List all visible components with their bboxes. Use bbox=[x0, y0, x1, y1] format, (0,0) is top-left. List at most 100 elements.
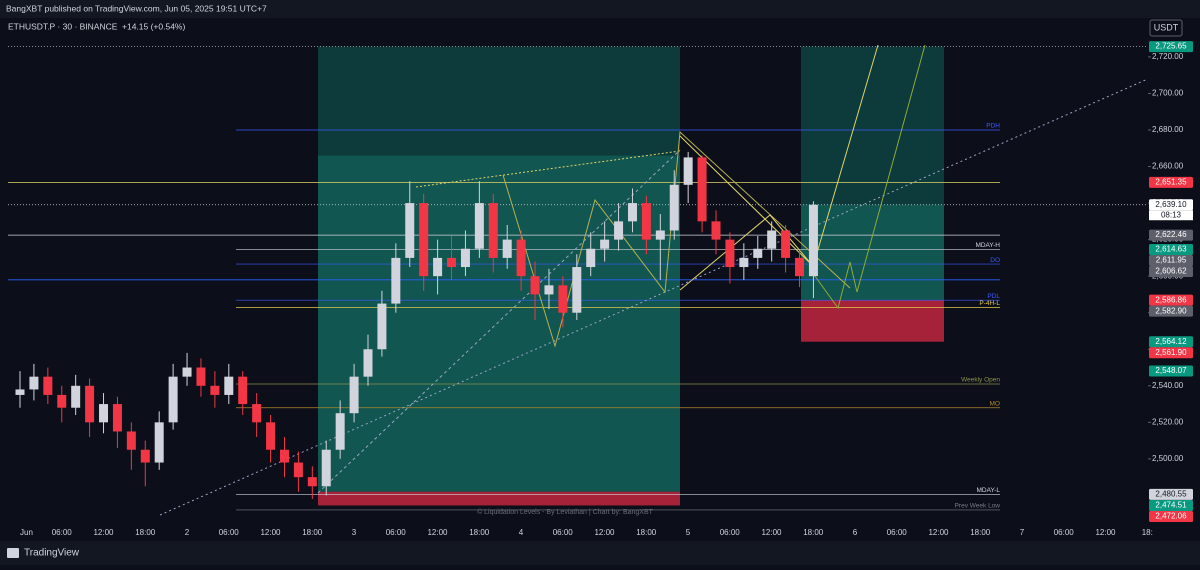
x-tick-label: 12:00 bbox=[1095, 528, 1116, 537]
x-tick-label: 06:00 bbox=[553, 528, 574, 537]
candle-body bbox=[182, 367, 192, 377]
countdown: 08:13 bbox=[1161, 210, 1182, 219]
candle-body bbox=[43, 376, 53, 395]
candle-body bbox=[71, 385, 81, 408]
level-label: DO bbox=[990, 257, 1000, 264]
x-tick-label: 12:00 bbox=[93, 528, 114, 537]
candle-body bbox=[279, 449, 289, 463]
top-bar bbox=[0, 0, 1200, 18]
x-tick-label: 06:00 bbox=[219, 528, 240, 537]
candle-body bbox=[447, 257, 457, 268]
candle-body bbox=[154, 422, 164, 463]
candle-body bbox=[405, 203, 415, 258]
level-label: Weekly Open bbox=[961, 377, 1000, 384]
candle-body bbox=[516, 239, 526, 277]
price-marker-label: 2,651.35 bbox=[1155, 177, 1187, 186]
y-tick-label: 2,680.00 bbox=[1152, 125, 1184, 134]
x-tick-label: 12:00 bbox=[594, 528, 615, 537]
watermark: © Liquidation Levels - By Leviathan | Ch… bbox=[477, 508, 654, 516]
candle-body bbox=[530, 276, 540, 295]
candle-body bbox=[808, 204, 818, 277]
candle-body bbox=[57, 394, 67, 408]
candle-body bbox=[307, 477, 317, 487]
drawing bbox=[502, 130, 851, 348]
candle-body bbox=[614, 221, 624, 240]
x-tick-label: 7 bbox=[1020, 528, 1025, 537]
x-tick-label: 06:00 bbox=[386, 528, 407, 537]
price-marker-label: 2,586.86 bbox=[1155, 295, 1187, 304]
candle-body bbox=[377, 303, 387, 350]
candle-body bbox=[474, 203, 484, 249]
candle-body bbox=[683, 157, 693, 185]
publisher: BangXBT published on TradingView.com, Ju… bbox=[6, 3, 267, 13]
price-marker bbox=[1149, 305, 1193, 317]
price-marker-label: 2,611.95 bbox=[1156, 256, 1187, 265]
price-marker bbox=[1149, 488, 1193, 500]
candle-body bbox=[586, 248, 596, 268]
candle-body bbox=[669, 184, 679, 231]
candle-body bbox=[753, 248, 763, 258]
candle-body bbox=[572, 267, 582, 313]
candle-body bbox=[210, 385, 220, 395]
candle-body bbox=[349, 376, 359, 414]
candle-body bbox=[293, 462, 303, 478]
x-tick-label: 12:00 bbox=[427, 528, 448, 537]
x-tick-label: 18:00 bbox=[469, 528, 490, 537]
drawings bbox=[159, 44, 1151, 516]
price-marker-label: 2,614.63 bbox=[1155, 245, 1187, 254]
y-tick-label: 2,700.00 bbox=[1152, 89, 1184, 98]
price-marker-label: 2,564.12 bbox=[1155, 337, 1187, 346]
candle-body bbox=[238, 376, 248, 405]
candle-body bbox=[15, 389, 25, 395]
drawing bbox=[317, 149, 681, 494]
price-marker-label: 2,622.46 bbox=[1155, 230, 1187, 239]
candle-body bbox=[391, 257, 401, 304]
x-tick-label: 06:00 bbox=[52, 528, 73, 537]
price-marker-label: 2,474.51 bbox=[1155, 501, 1187, 510]
candle-body bbox=[126, 431, 136, 450]
candle-body bbox=[321, 449, 331, 487]
candle-body bbox=[739, 257, 749, 268]
drawing bbox=[159, 77, 1151, 516]
candle-body bbox=[600, 239, 610, 249]
price-marker bbox=[1149, 176, 1193, 188]
brand: TradingView bbox=[24, 548, 80, 559]
price-marker-label: 2,548.07 bbox=[1155, 366, 1187, 375]
price-marker-label: 2,725.65 bbox=[1155, 42, 1187, 51]
symbol-title: ETHUSDT.P · 30 · BINANCE bbox=[8, 21, 118, 31]
x-tick-label: 06:00 bbox=[720, 528, 741, 537]
x-tick-label: 18: bbox=[1142, 528, 1153, 537]
y-tick-label: 2,660.00 bbox=[1152, 162, 1184, 171]
x-tick-label: 18:00 bbox=[135, 528, 156, 537]
x-tick-label: 18:00 bbox=[970, 528, 991, 537]
price-marker-label: 2,561.90 bbox=[1155, 348, 1187, 357]
price-marker bbox=[1149, 365, 1193, 377]
candle-body bbox=[544, 285, 554, 295]
candle-body bbox=[641, 203, 651, 240]
candle-body bbox=[224, 376, 234, 395]
candle-body bbox=[697, 157, 707, 222]
y-tick-label: 2,540.00 bbox=[1152, 381, 1184, 390]
x-tick-label: 3 bbox=[352, 528, 357, 537]
x-tick-label: 18:00 bbox=[302, 528, 323, 537]
level-label: Prev Week Low bbox=[955, 503, 1001, 510]
drawing bbox=[811, 44, 879, 271]
x-tick-label: 12:00 bbox=[260, 528, 281, 537]
currency-box bbox=[1149, 19, 1183, 37]
drawing bbox=[679, 135, 813, 291]
reached-zone bbox=[801, 204, 944, 301]
x-tick-label: 12:00 bbox=[761, 528, 782, 537]
x-tick-label: 12:00 bbox=[928, 528, 949, 537]
x-tick-label: 4 bbox=[519, 528, 524, 537]
x-tick-label: 06:00 bbox=[1054, 528, 1075, 537]
price-marker bbox=[1149, 294, 1193, 306]
x-tick-label: 18:00 bbox=[803, 528, 824, 537]
price-axis bbox=[1148, 18, 1200, 541]
x-tick-label: Jun bbox=[20, 528, 33, 537]
y-tick-label: 2,520.00 bbox=[1152, 417, 1184, 426]
level-label: PDL bbox=[987, 293, 1000, 300]
price-marker-label: 2,472.06 bbox=[1155, 512, 1187, 521]
change: +14.15 (+0.54%) bbox=[122, 21, 185, 31]
price-marker-label: 2,582.90 bbox=[1155, 306, 1187, 315]
